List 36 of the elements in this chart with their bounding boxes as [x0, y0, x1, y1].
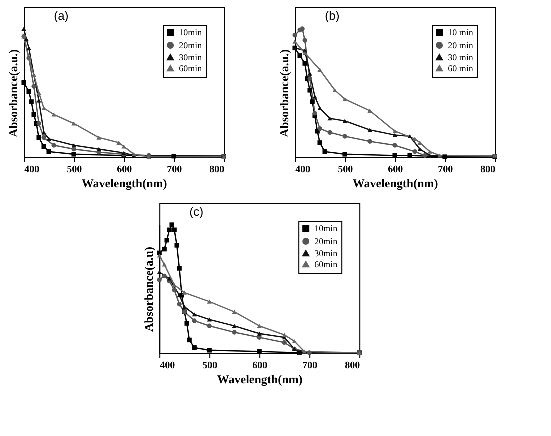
- x-tick-label: 500: [338, 164, 354, 176]
- x-tick-label: 400: [24, 164, 40, 176]
- x-tick-label: 600: [388, 164, 404, 176]
- legend-label: 10 min: [448, 28, 474, 38]
- x-tick-label: 500: [67, 164, 82, 176]
- legend-label: 20min: [314, 236, 338, 246]
- legend-label: 10min: [314, 224, 338, 234]
- legend-label: 60min: [179, 64, 203, 74]
- legend-label: 30 min: [448, 52, 474, 62]
- legend-label: 20 min: [448, 40, 474, 50]
- text: (a): [54, 9, 69, 23]
- legend-label: 60min: [314, 260, 338, 270]
- legend-label: 30min: [314, 248, 338, 258]
- x-axis-title: Wavelength(nm): [352, 176, 438, 190]
- x-tick-label: 800: [480, 164, 496, 176]
- x-tick-label: 700: [302, 360, 318, 372]
- x-axis-title: Wavelength(nm): [217, 372, 303, 386]
- legend-label: 20min: [179, 40, 203, 50]
- x-tick-label: 800: [345, 360, 360, 372]
- x-tick-label: 400: [160, 360, 176, 372]
- legend-label: 30min: [179, 52, 203, 62]
- legend-label: 10min: [179, 28, 203, 38]
- text: (b): [325, 9, 340, 23]
- text: (c): [190, 205, 204, 219]
- y-axis-title: Absorbance(a.u): [142, 246, 156, 332]
- x-tick-label: 400: [296, 164, 311, 176]
- y-axis-title: Absorbance(a.u.): [6, 49, 21, 138]
- x-tick-label: 600: [252, 360, 268, 372]
- x-tick-label: 600: [117, 164, 132, 176]
- y-axis-title: Absorbance(a.u.): [278, 49, 292, 138]
- x-axis-title: Wavelength(nm): [82, 176, 168, 190]
- x-tick-label: 500: [202, 360, 218, 372]
- x-tick-label: 700: [167, 164, 182, 176]
- legend-label: 60 min: [448, 64, 474, 74]
- x-tick-label: 700: [438, 164, 454, 176]
- x-tick-label: 800: [210, 164, 225, 176]
